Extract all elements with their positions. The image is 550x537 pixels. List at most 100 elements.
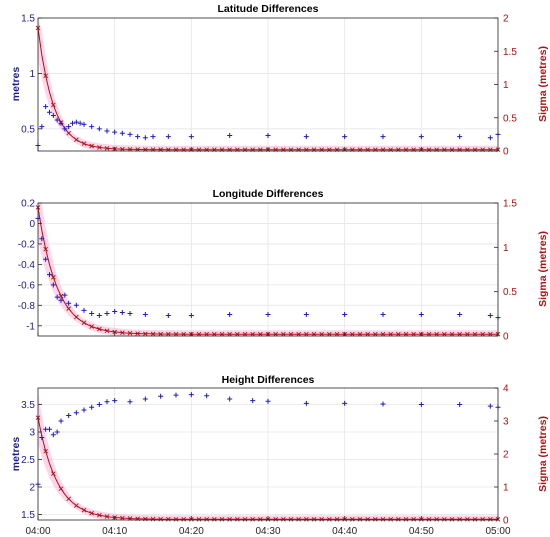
y-tick-label: -1 xyxy=(26,321,35,332)
sigma-marker xyxy=(442,331,447,337)
sigma-marker xyxy=(66,306,71,311)
difference-marker xyxy=(227,132,233,138)
sigma-marker xyxy=(89,510,94,516)
y-tick-label: -0.2 xyxy=(18,239,36,250)
sigma-marker xyxy=(327,517,332,522)
difference-marker xyxy=(81,407,87,413)
sigma-marker xyxy=(357,331,363,337)
sigma-marker xyxy=(434,331,439,337)
y-tick-label: -0.4 xyxy=(18,260,36,271)
x-axis-ticks xyxy=(37,147,499,151)
sigma-marker xyxy=(166,331,171,337)
x-tick-label: 04:00 xyxy=(25,526,50,537)
sigma-marker xyxy=(434,517,439,522)
sigma-marker xyxy=(403,331,409,337)
y-tick-label-right: 0 xyxy=(503,147,509,158)
sigma-marker xyxy=(388,331,393,337)
sigma-marker xyxy=(242,331,248,337)
sigma-marker xyxy=(173,331,179,337)
sigma-marker xyxy=(258,517,263,522)
difference-marker xyxy=(73,302,79,308)
sigma-marker xyxy=(465,517,470,522)
difference-marker xyxy=(227,312,233,318)
y-tick-label: 3 xyxy=(29,428,35,439)
sigma-marker xyxy=(43,73,48,79)
sigma-marker xyxy=(81,320,87,326)
difference-marker xyxy=(142,396,148,402)
sigma-marker xyxy=(373,331,378,337)
difference-marker xyxy=(418,402,424,407)
sigma-marker xyxy=(212,517,217,522)
difference-marker xyxy=(142,135,148,141)
difference-marker xyxy=(50,432,56,438)
difference-marker xyxy=(112,308,118,314)
sigma-marker xyxy=(388,517,393,522)
difference-marker xyxy=(73,119,79,125)
sigma-marker xyxy=(104,514,110,519)
y-tick-label: 1.5 xyxy=(21,14,35,25)
sigma-marker xyxy=(281,517,286,522)
sigma-marker xyxy=(250,331,255,337)
difference-marker xyxy=(457,402,463,407)
right-axis-ticks: 0 1 2 3 4 xyxy=(494,384,509,527)
difference-marker xyxy=(303,312,309,318)
difference-marker xyxy=(165,134,171,140)
sigma-band xyxy=(38,392,498,520)
difference-marker xyxy=(127,310,133,316)
sigma-marker xyxy=(97,145,102,150)
sigma-marker xyxy=(357,517,363,522)
sigma-band-area xyxy=(38,392,498,520)
y-tick-label: 2 xyxy=(29,483,35,494)
sigma-marker xyxy=(43,448,48,454)
difference-marker xyxy=(250,398,256,404)
x-tick-label: 04:40 xyxy=(332,526,357,537)
difference-marker xyxy=(457,312,463,318)
sigma-marker xyxy=(311,331,317,337)
difference-marker xyxy=(62,126,68,132)
sigma-marker xyxy=(442,517,447,522)
y-tick-label-right: 2 xyxy=(503,450,509,461)
sigma-marker xyxy=(242,517,248,522)
right-axis-ticks: 0 0.5 1 1.5 xyxy=(494,199,517,343)
difference-marker xyxy=(457,134,463,140)
y-axis-label: metres xyxy=(10,437,22,472)
y-tick-label: 0.5 xyxy=(21,124,35,135)
sigma-marker xyxy=(74,137,79,142)
left-axis-ticks: 0.5 1 1.5 xyxy=(21,14,42,135)
sigma-marker xyxy=(89,324,94,329)
sigma-marker xyxy=(204,517,209,522)
sigma-marker xyxy=(319,517,324,522)
y-tick-label: 2.5 xyxy=(21,455,35,466)
sigma-marker xyxy=(488,517,493,522)
difference-marker xyxy=(127,131,133,137)
difference-marker xyxy=(66,413,72,418)
difference-marker xyxy=(380,401,386,407)
sigma-marker xyxy=(311,517,317,522)
difference-marker xyxy=(89,124,95,130)
sigma-marker xyxy=(212,331,217,337)
difference-marker xyxy=(50,113,56,119)
sigma-marker xyxy=(104,328,110,334)
sigma-marker xyxy=(97,326,102,332)
difference-marker xyxy=(227,396,233,402)
difference-marker xyxy=(43,256,49,262)
difference-marker xyxy=(487,403,493,409)
difference-marker xyxy=(119,309,125,315)
sigma-marker xyxy=(488,331,493,337)
y-tick-label: 3.5 xyxy=(21,400,35,411)
difference-marker xyxy=(50,282,56,288)
y-tick-label-right: 0.5 xyxy=(503,287,517,298)
difference-marker xyxy=(54,429,60,435)
difference-marker xyxy=(89,404,95,410)
difference-marker xyxy=(47,426,52,432)
sigma-marker xyxy=(158,331,163,337)
sigma-marker xyxy=(411,331,416,337)
sigma-marker xyxy=(304,517,309,522)
y-axis-label-right: Sigma (metres) xyxy=(537,46,549,122)
difference-marker xyxy=(112,398,118,404)
y-tick-label: -0.8 xyxy=(18,301,36,312)
difference-marker xyxy=(81,307,87,313)
left-axis-ticks: -1 -0.8 -0.6 -0.4 -0.2 0 0.2 xyxy=(18,199,42,332)
y-tick-label-right: 0 xyxy=(503,516,509,527)
difference-marker xyxy=(66,300,72,306)
